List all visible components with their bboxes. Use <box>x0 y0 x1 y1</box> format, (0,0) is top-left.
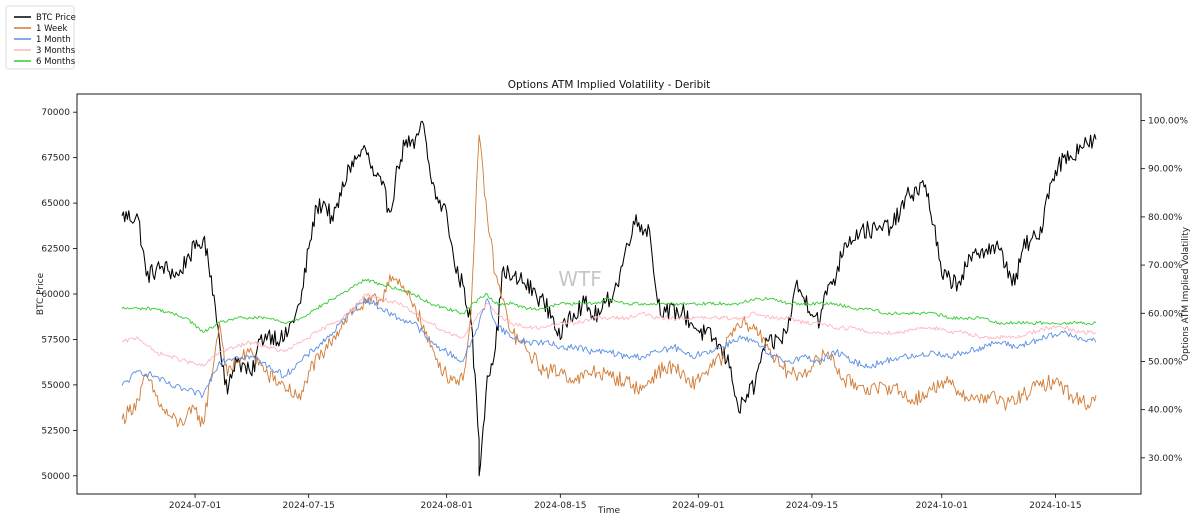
y-left-tick-label: 50000 <box>41 472 70 482</box>
legend-entry: 6 Months <box>36 57 76 67</box>
series-line-1-month <box>121 297 1097 399</box>
watermark-text: WTF <box>558 267 602 291</box>
y-left-tick-label: 70000 <box>41 108 70 118</box>
y-right-tick-label: 30.00% <box>1148 454 1183 464</box>
x-tick-label: 2024-08-15 <box>534 501 586 511</box>
y-right-tick-label: 60.00% <box>1148 309 1183 319</box>
y-right-tick-label: 80.00% <box>1148 213 1183 223</box>
y-left-tick-label: 67500 <box>41 154 70 164</box>
y-right-tick-label: 40.00% <box>1148 406 1183 416</box>
y-left-tick-label: 60000 <box>41 290 70 300</box>
legend-entry: 3 Months <box>36 46 76 56</box>
legend-box <box>5 5 75 70</box>
x-axis: 2024-07-01 2024-07-15 2024-08-01 2024-08-15… <box>169 494 1082 511</box>
x-tick-label: 2024-07-01 <box>169 501 221 511</box>
x-tick-label: 2024-07-15 <box>283 501 335 511</box>
chart-title: Options ATM Implied Volatility - Deribit <box>508 79 711 91</box>
y-left-tick-label: 62500 <box>41 245 70 255</box>
y-axis-right-label: Options ATM Implied Volatility <box>1181 226 1191 361</box>
series-line-3-months <box>121 292 1097 367</box>
y-left-tick-label: 65000 <box>41 199 70 209</box>
legend-entry: 1 Week <box>36 24 67 34</box>
series-line-btc-price <box>121 120 1097 477</box>
y-right-tick-label: 50.00% <box>1148 357 1183 367</box>
y-left-tick-label: 57500 <box>41 335 70 345</box>
x-tick-label: 2024-10-01 <box>916 501 968 511</box>
y-axis-right: 30.00% 40.00% 50.00% 60.00% 70.00% 80.00% 90.0… <box>1141 117 1188 464</box>
x-tick-label: 2024-09-01 <box>672 501 724 511</box>
x-tick-label: 2024-08-01 <box>421 501 473 511</box>
y-left-tick-label: 55000 <box>41 381 70 391</box>
series-line-1-week <box>121 134 1097 428</box>
y-axis-left: 50000 52500 55000 57500 60000 62500 65000 67500… <box>41 108 77 482</box>
x-tick-label: 2024-10-15 <box>1029 501 1081 511</box>
series-line-6-months <box>121 278 1097 334</box>
series-layer <box>121 120 1097 477</box>
legend-entry: BTC Price <box>36 13 76 23</box>
x-axis-label: Time <box>597 506 620 516</box>
y-left-tick-label: 52500 <box>41 426 70 436</box>
plot-frame <box>76 93 1142 495</box>
x-tick-label: 2024-09-15 <box>786 501 838 511</box>
legend-entry: 1 Month <box>36 35 71 45</box>
y-right-tick-label: 70.00% <box>1148 261 1183 271</box>
y-right-tick-label: 90.00% <box>1148 165 1183 175</box>
y-axis-left-label: BTC Price <box>36 272 46 315</box>
y-right-tick-label: 100.00% <box>1148 117 1188 127</box>
